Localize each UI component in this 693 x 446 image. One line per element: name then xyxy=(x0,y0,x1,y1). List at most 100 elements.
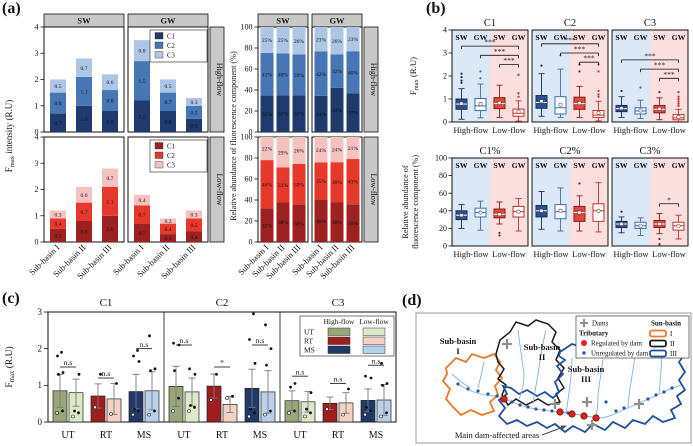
svg-text:C1: C1 xyxy=(167,34,175,41)
svg-text:0.8: 0.8 xyxy=(107,99,114,105)
legend-swatch xyxy=(327,345,351,354)
svg-text:II: II xyxy=(539,352,546,362)
sample-dot xyxy=(60,350,63,354)
sample-dot xyxy=(189,404,192,407)
bar-segment xyxy=(346,137,360,160)
svg-text:SW: SW xyxy=(77,16,91,26)
bar-segment xyxy=(292,54,306,96)
panel-d-map: Sub-basin I Sub-basin II Sub-basin III Main da… xyxy=(400,292,693,446)
bar-segment xyxy=(160,79,176,93)
sample-dot xyxy=(305,407,308,411)
bar-segment xyxy=(292,164,306,205)
svg-text:1.0: 1.0 xyxy=(107,227,114,233)
svg-text:0.5: 0.5 xyxy=(165,84,172,90)
bar-segment xyxy=(186,231,202,242)
svg-text:35%: 35% xyxy=(262,112,273,118)
bar-segment xyxy=(276,53,290,96)
bar-segment xyxy=(76,186,92,203)
legend-swatch xyxy=(154,161,164,169)
river xyxy=(627,349,637,408)
svg-text:20: 20 xyxy=(245,107,253,116)
svg-text:High-flow: High-flow xyxy=(614,250,650,259)
bar-segment xyxy=(314,95,328,132)
svg-text:***: *** xyxy=(574,45,586,54)
box-plot xyxy=(573,182,586,232)
bar-segment xyxy=(76,58,92,77)
svg-text:39%: 39% xyxy=(294,182,305,188)
highflow-bg xyxy=(452,158,490,246)
svg-text:C2: C2 xyxy=(216,297,229,309)
unregulated-tributary-dot xyxy=(486,392,490,396)
legend-swatch xyxy=(154,51,164,59)
svg-text:38%: 38% xyxy=(332,180,343,186)
svg-text:Main dam-affected areas: Main dam-affected areas xyxy=(455,430,539,440)
sample-dot xyxy=(309,411,312,415)
annotation-arrow xyxy=(541,427,563,436)
bar-segment xyxy=(276,27,290,54)
svg-text:***: *** xyxy=(583,54,595,63)
svg-text:Low-flow: Low-flow xyxy=(215,174,224,206)
svg-text:80: 80 xyxy=(245,44,253,53)
sample-dot xyxy=(153,367,157,371)
bar-segment xyxy=(102,168,118,187)
svg-text:0.3: 0.3 xyxy=(191,100,198,106)
sample-dot xyxy=(264,323,267,327)
mean-dot xyxy=(187,409,191,413)
bar-segment xyxy=(50,113,66,132)
svg-text:60: 60 xyxy=(245,65,253,74)
bar-segment xyxy=(314,27,328,52)
svg-text:100: 100 xyxy=(241,23,253,32)
box-plot xyxy=(512,198,525,232)
svg-text:1.5: 1.5 xyxy=(139,79,146,85)
sample-dot xyxy=(99,372,102,376)
svg-text:SW: SW xyxy=(493,161,505,170)
box-plot xyxy=(573,63,586,118)
svg-text:43%: 43% xyxy=(348,180,359,186)
svg-text:UT: UT xyxy=(293,430,306,441)
annotation-arrowhead xyxy=(560,425,567,430)
box-plot xyxy=(672,214,685,240)
bar-segment xyxy=(314,162,328,200)
bar-segment xyxy=(160,234,176,242)
svg-text:0.5: 0.5 xyxy=(55,84,62,90)
svg-text:Fmax (R.U): Fmax (R.U) xyxy=(408,57,420,95)
svg-text:Low-flow: Low-flow xyxy=(369,174,378,206)
svg-text:GW: GW xyxy=(672,161,686,170)
svg-text:0.4: 0.4 xyxy=(165,227,172,233)
svg-text:0.7: 0.7 xyxy=(107,176,114,182)
svg-text:25%: 25% xyxy=(262,38,273,44)
sample-dot xyxy=(347,387,350,391)
svg-text:RT: RT xyxy=(100,430,112,441)
svg-text:100: 100 xyxy=(241,133,253,142)
bar-segment xyxy=(346,93,360,133)
unregulated-tributary-dot xyxy=(614,409,618,413)
svg-text:High-flow: High-flow xyxy=(454,250,490,259)
svg-text:C1: C1 xyxy=(484,18,496,29)
sample-dot xyxy=(56,354,59,358)
sample-dot xyxy=(193,372,197,376)
svg-text:II: II xyxy=(670,340,675,348)
svg-text:C3%: C3% xyxy=(640,146,661,157)
legend-swatch xyxy=(154,151,164,159)
svg-text:3: 3 xyxy=(443,49,447,58)
svg-text:0.3: 0.3 xyxy=(191,213,198,219)
sample-dot xyxy=(148,334,151,338)
svg-text:n.s: n.s xyxy=(102,369,111,378)
bar-segment xyxy=(276,202,290,242)
bar-segment xyxy=(260,27,274,53)
sample-dot xyxy=(133,407,136,411)
svg-text:*: * xyxy=(220,358,224,367)
bar-segment xyxy=(346,51,360,94)
sample-dot xyxy=(293,382,297,385)
bar-segment xyxy=(102,74,118,91)
legend-swatch xyxy=(154,32,164,40)
sample-dot xyxy=(215,372,218,376)
svg-text:III: III xyxy=(670,350,678,358)
svg-text:SW: SW xyxy=(653,33,665,42)
map-legend-box xyxy=(575,315,690,359)
unregulated-tributary-dot xyxy=(550,409,554,413)
bar-segment xyxy=(330,87,344,132)
svg-text:2: 2 xyxy=(35,185,39,194)
bar-segment xyxy=(134,61,150,101)
svg-text:I: I xyxy=(456,346,460,356)
